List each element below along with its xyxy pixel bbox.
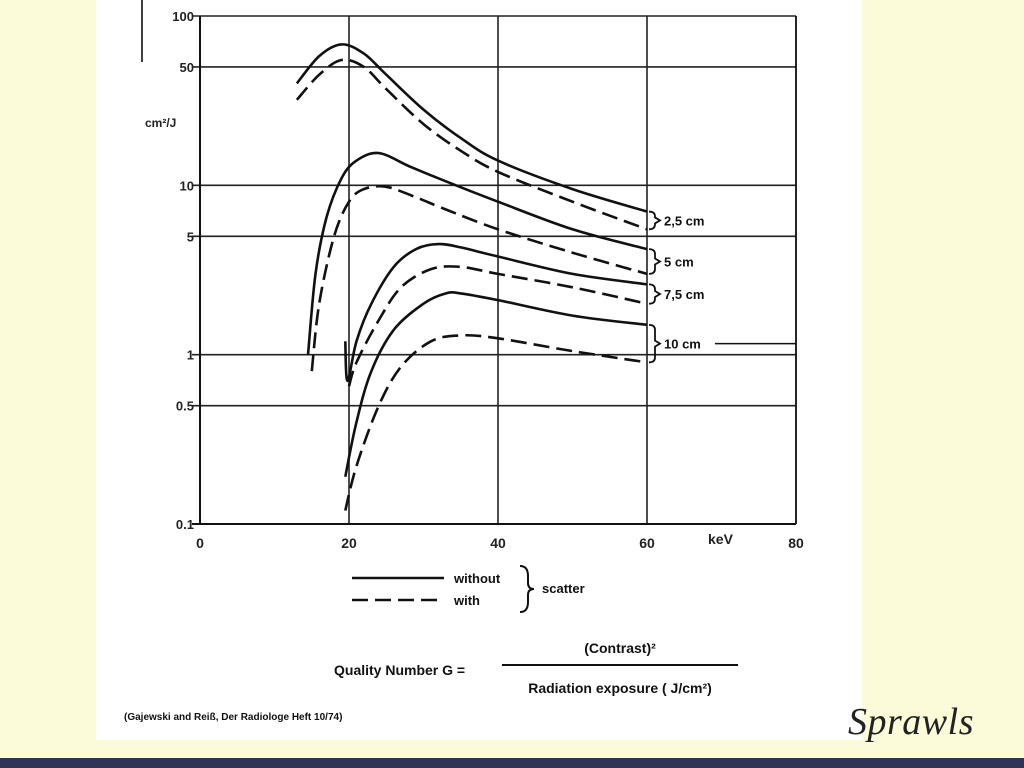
series-line-10cm-without <box>344 291 648 478</box>
formula-lhs: Quality Number G = <box>334 662 465 678</box>
series-line-25cm-without <box>295 43 648 213</box>
x-tick-label: 80 <box>788 535 804 551</box>
formula-denominator: Radiation exposure ( J/cm²) <box>528 680 712 696</box>
y-tick-label: 100 <box>172 9 194 24</box>
x-axis-unit-label: keV <box>708 531 734 547</box>
series-lines <box>295 43 648 511</box>
legend-with-label: with <box>453 593 480 608</box>
formula-numerator: (Contrast)² <box>584 640 656 656</box>
series-line-75cm-with <box>347 265 648 387</box>
series-line-10cm-with <box>344 333 648 511</box>
x-tick-label: 60 <box>639 535 655 551</box>
thickness-brackets: 2,5 cm 5 cm 7,5 cm 10 cm <box>648 210 796 364</box>
thickness-label: 7,5 cm <box>664 287 704 302</box>
series-line-5cm-without <box>306 151 648 355</box>
legend-without-label: without <box>453 571 501 586</box>
series-line-5cm-with <box>310 184 648 372</box>
thickness-label: 5 cm <box>664 255 694 270</box>
legend: without with scatter <box>352 565 585 613</box>
series-line-75cm-without <box>344 242 648 383</box>
y-tick-label: 0.5 <box>176 399 194 414</box>
source-credit: (Gajewski and Reiß, Der Radiologe Heft 1… <box>124 712 342 723</box>
x-tick-label: 0 <box>196 535 204 551</box>
thickness-bracket <box>648 210 662 231</box>
thickness-label: 2,5 cm <box>664 213 704 228</box>
brand-signature: Sprawls <box>848 701 974 743</box>
x-tick-label: 40 <box>490 535 506 551</box>
y-tick-label: 0.1 <box>176 517 194 532</box>
axes <box>141 0 797 525</box>
x-tick-label: 20 <box>341 535 357 551</box>
y-axis-unit-label: cm²/J <box>145 116 176 130</box>
quality-number-formula: Quality Number G = (Contrast)² Radiation… <box>334 640 738 696</box>
slide-panel <box>96 0 862 740</box>
thickness-bracket <box>648 248 662 275</box>
legend-scatter-label: scatter <box>542 581 585 596</box>
y-tick-label: 10 <box>180 178 194 193</box>
tick-labels: 100 50 10 5 1 0.5 0.10 20 40 60 80 <box>172 9 804 551</box>
thickness-bracket <box>648 283 662 305</box>
thickness-bracket <box>648 323 662 364</box>
y-tick-label: 5 <box>187 229 194 244</box>
y-tick-label: 50 <box>180 60 194 75</box>
series-line-25cm-with <box>295 58 648 231</box>
bottom-bar <box>0 758 1024 768</box>
legend-brace <box>519 565 535 613</box>
grid-lines <box>192 15 797 525</box>
y-tick-label: 1 <box>187 348 194 363</box>
thickness-label: 10 cm <box>664 337 701 352</box>
